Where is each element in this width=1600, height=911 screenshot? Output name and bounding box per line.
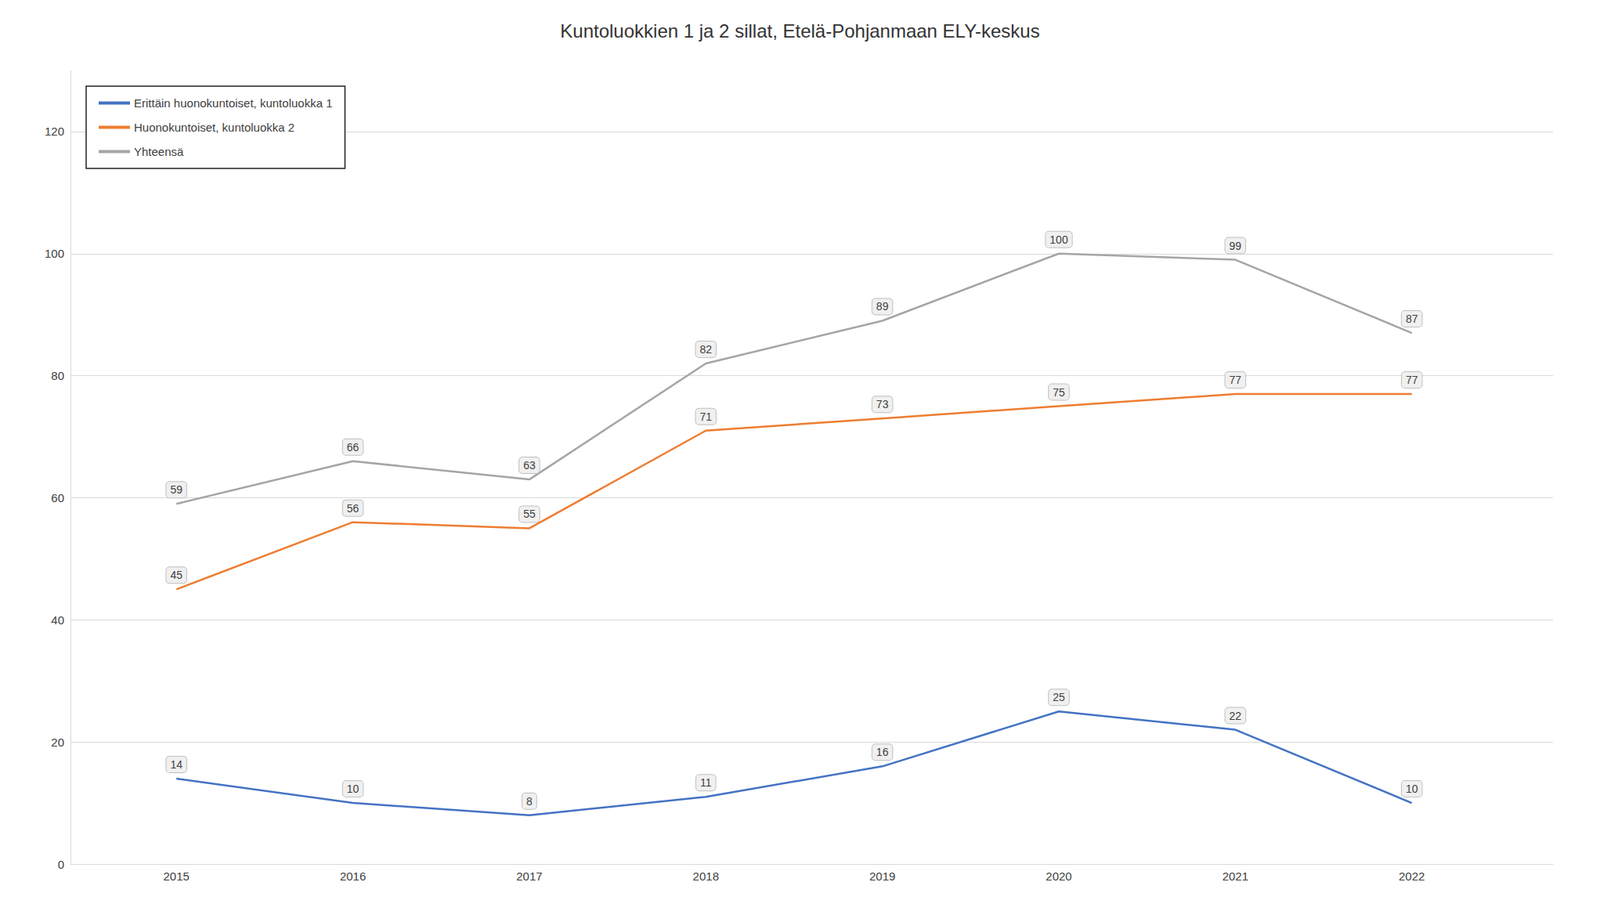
svg-text:Kuntoluokkien 1 ja 2 sillat, E: Kuntoluokkien 1 ja 2 sillat, Etelä-Pohja…	[559, 20, 1040, 42]
svg-text:120: 120	[44, 124, 65, 138]
svg-text:Yhteensä: Yhteensä	[133, 144, 185, 159]
svg-text:0: 0	[57, 857, 65, 871]
svg-text:45: 45	[169, 568, 183, 582]
svg-text:14: 14	[169, 758, 183, 771]
svg-text:2020: 2020	[1045, 869, 1072, 883]
svg-text:100: 100	[44, 246, 65, 261]
svg-text:20: 20	[50, 735, 65, 749]
svg-text:77: 77	[1405, 373, 1419, 387]
svg-text:59: 59	[169, 483, 183, 496]
svg-text:87: 87	[1405, 312, 1419, 326]
svg-text:2021: 2021	[1222, 869, 1249, 883]
svg-text:2018: 2018	[693, 869, 719, 883]
svg-text:2017: 2017	[516, 869, 542, 883]
svg-text:60: 60	[50, 491, 65, 505]
svg-text:10: 10	[1405, 782, 1419, 795]
svg-text:Erittäin huonokuntoiset, kunto: Erittäin huonokuntoiset, kuntoluokka 1	[133, 96, 333, 110]
svg-text:2019: 2019	[869, 869, 896, 883]
svg-text:77: 77	[1229, 373, 1243, 387]
svg-text:25: 25	[1052, 690, 1066, 704]
svg-text:11: 11	[700, 776, 712, 789]
svg-text:75: 75	[1052, 386, 1066, 399]
svg-text:82: 82	[699, 343, 712, 356]
svg-text:99: 99	[1229, 239, 1243, 253]
svg-text:40: 40	[50, 613, 65, 627]
svg-text:63: 63	[523, 458, 536, 472]
svg-text:71: 71	[699, 410, 712, 423]
svg-text:22: 22	[1229, 709, 1243, 723]
svg-text:2022: 2022	[1398, 869, 1425, 883]
svg-text:100: 100	[1049, 233, 1069, 246]
svg-text:Huonokuntoiset, kuntoluokka 2: Huonokuntoiset, kuntoluokka 2	[133, 120, 295, 134]
svg-text:80: 80	[50, 368, 65, 383]
svg-text:56: 56	[346, 502, 360, 515]
svg-text:8: 8	[526, 794, 533, 808]
svg-text:89: 89	[876, 299, 889, 313]
svg-text:10: 10	[346, 782, 360, 795]
svg-text:55: 55	[523, 507, 536, 521]
svg-text:16: 16	[876, 745, 889, 759]
svg-text:2016: 2016	[339, 869, 366, 883]
svg-text:66: 66	[346, 440, 360, 454]
svg-text:73: 73	[876, 397, 889, 411]
svg-text:2015: 2015	[163, 869, 190, 883]
